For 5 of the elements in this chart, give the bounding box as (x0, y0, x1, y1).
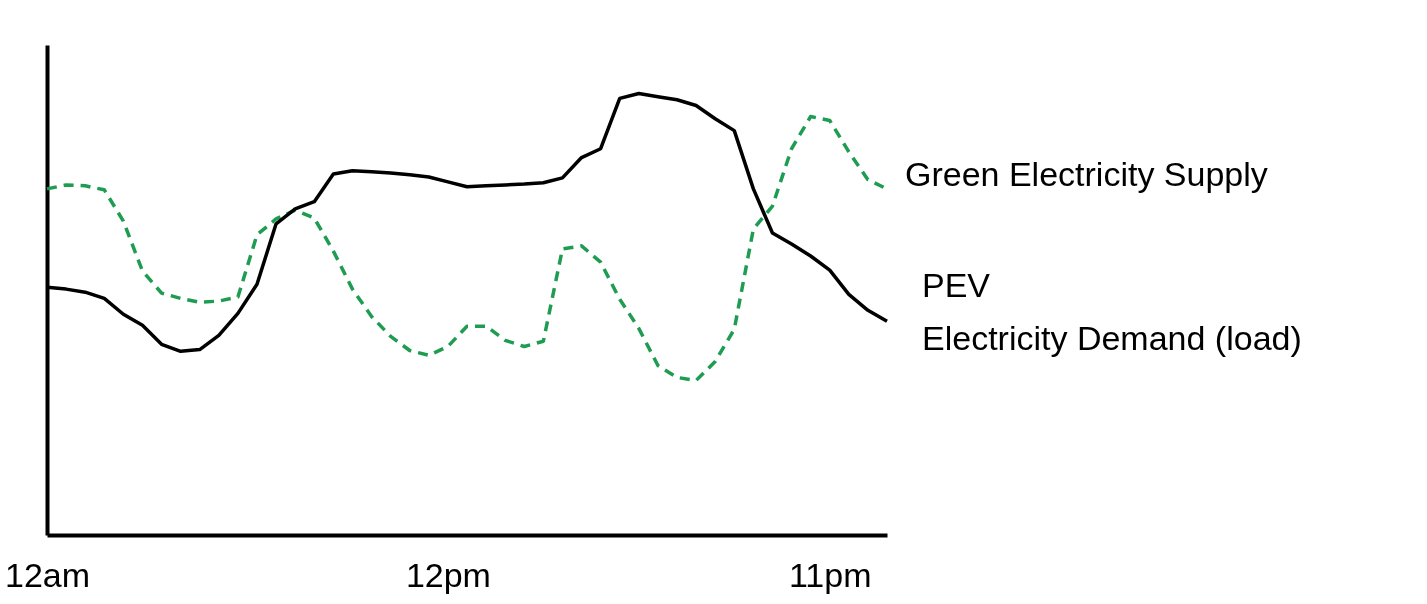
series-label: PEV Electricity Demand (load) (922, 266, 1302, 358)
series-label: Green Electricity Supply (905, 154, 1268, 193)
x-tick-label: 11pm (788, 555, 872, 594)
x-tick-label: 12am (4, 555, 91, 594)
x-tick-label: 12pm (405, 555, 491, 594)
